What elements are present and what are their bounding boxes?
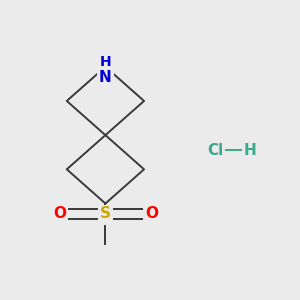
Text: H: H bbox=[243, 142, 256, 158]
Text: O: O bbox=[53, 206, 66, 221]
Text: O: O bbox=[145, 206, 158, 221]
Text: H: H bbox=[100, 55, 111, 69]
Text: N: N bbox=[99, 70, 112, 85]
Text: Cl: Cl bbox=[207, 142, 224, 158]
Text: S: S bbox=[100, 206, 111, 221]
